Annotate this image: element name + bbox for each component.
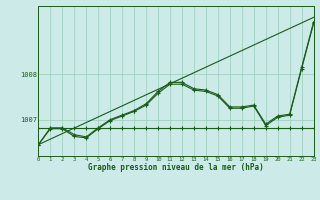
X-axis label: Graphe pression niveau de la mer (hPa): Graphe pression niveau de la mer (hPa) [88,164,264,172]
